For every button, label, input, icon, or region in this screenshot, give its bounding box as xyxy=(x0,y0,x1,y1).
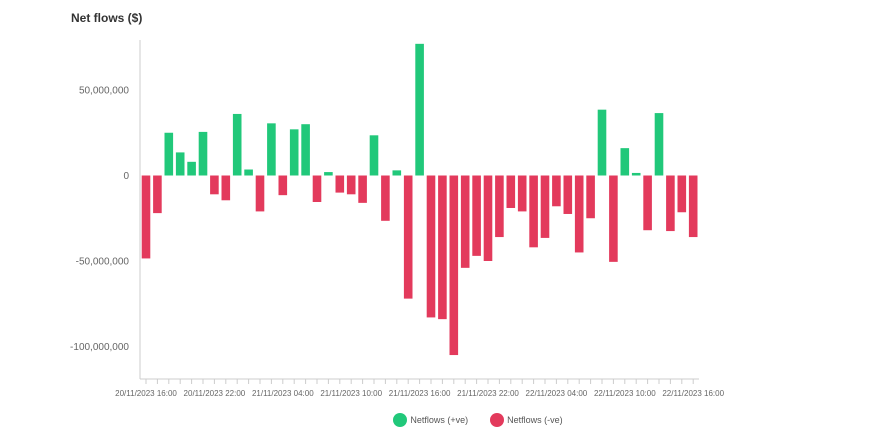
bar-positive[interactable] xyxy=(620,148,630,176)
bar-negative[interactable] xyxy=(426,175,436,318)
bar-negative[interactable] xyxy=(255,175,265,212)
bar-negative[interactable] xyxy=(210,175,219,195)
bar-negative[interactable] xyxy=(153,175,162,214)
bar-negative[interactable] xyxy=(540,175,550,238)
bar-negative[interactable] xyxy=(312,175,322,203)
bar-negative[interactable] xyxy=(666,175,675,232)
bar-negative[interactable] xyxy=(609,175,618,262)
x-tick-label: 21/11/2023 04:00 xyxy=(252,389,314,398)
y-tick-label: -50,000,000 xyxy=(76,257,130,268)
bar-negative[interactable] xyxy=(438,175,447,320)
y-tick-label: 0 xyxy=(123,171,129,182)
axes xyxy=(139,40,699,384)
legend-positive-label: Netflows (+ve) xyxy=(410,415,469,425)
bar-positive[interactable] xyxy=(164,132,174,176)
bar-negative[interactable] xyxy=(472,175,481,256)
bar-negative[interactable] xyxy=(381,175,390,221)
bar-positive[interactable] xyxy=(301,124,310,176)
chart-title: Net flows ($) xyxy=(71,11,143,25)
bar-positive[interactable] xyxy=(654,113,664,176)
bar-positive[interactable] xyxy=(289,129,299,176)
y-tick-label: -100,000,000 xyxy=(70,342,129,353)
bar-negative[interactable] xyxy=(141,175,151,259)
bar-negative[interactable] xyxy=(495,175,504,238)
legend-negative-label: Netflows (-ve) xyxy=(507,415,563,425)
bars xyxy=(141,43,698,356)
bar-positive[interactable] xyxy=(267,123,276,176)
bar-negative[interactable] xyxy=(483,175,493,262)
bar-positive[interactable] xyxy=(324,172,333,176)
bar-positive[interactable] xyxy=(415,43,424,176)
bar-negative[interactable] xyxy=(586,175,595,219)
x-tick-label: 22/11/2023 16:00 xyxy=(662,389,724,398)
x-tick-label: 21/11/2023 22:00 xyxy=(457,389,519,398)
legend: Netflows (+ve) Netflows (-ve) xyxy=(0,413,888,427)
bar-negative[interactable] xyxy=(346,175,356,195)
bar-negative[interactable] xyxy=(563,175,573,214)
bar-positive[interactable] xyxy=(187,161,196,176)
x-tick-label: 20/11/2023 22:00 xyxy=(184,389,246,398)
bar-negative[interactable] xyxy=(278,175,288,196)
bar-negative[interactable] xyxy=(221,175,231,201)
bar-positive[interactable] xyxy=(369,135,379,176)
y-tick-label: 50,000,000 xyxy=(79,86,129,97)
bar-positive[interactable] xyxy=(175,152,185,176)
x-tick-label: 22/11/2023 04:00 xyxy=(526,389,588,398)
bar-positive[interactable] xyxy=(244,169,253,176)
bar-positive[interactable] xyxy=(597,109,607,176)
bar-negative[interactable] xyxy=(506,175,516,208)
x-tick-label: 21/11/2023 10:00 xyxy=(320,389,382,398)
bar-negative[interactable] xyxy=(574,175,584,253)
bar-negative[interactable] xyxy=(529,175,538,248)
bar-negative[interactable] xyxy=(358,175,367,203)
legend-item-positive[interactable]: Netflows (+ve) xyxy=(325,413,468,427)
bar-negative[interactable] xyxy=(688,175,698,238)
legend-negative-swatch xyxy=(490,413,505,427)
bar-negative[interactable] xyxy=(517,175,527,212)
bar-negative[interactable] xyxy=(460,175,470,268)
bar-positive[interactable] xyxy=(232,113,242,176)
bar-negative[interactable] xyxy=(403,175,413,299)
bar-negative[interactable] xyxy=(335,175,345,193)
tick-labels: 50,000,000 0 -50,000,000 -100,000,000 20/11/… xyxy=(70,86,725,399)
legend-item-negative[interactable]: Netflows (-ve) xyxy=(490,413,563,427)
x-tick-label: 22/11/2023 10:00 xyxy=(594,389,656,398)
bar-negative[interactable] xyxy=(449,175,459,356)
bar-positive[interactable] xyxy=(198,131,208,176)
bar-positive[interactable] xyxy=(392,170,402,176)
legend-positive-swatch xyxy=(393,413,408,427)
bar-negative[interactable] xyxy=(552,175,561,207)
bar-negative[interactable] xyxy=(677,175,687,213)
bar-negative[interactable] xyxy=(643,175,652,231)
bar-positive[interactable] xyxy=(631,172,641,176)
x-tick-label: 21/11/2023 16:00 xyxy=(389,389,451,398)
x-tick-label: 20/11/2023 16:00 xyxy=(115,389,177,398)
